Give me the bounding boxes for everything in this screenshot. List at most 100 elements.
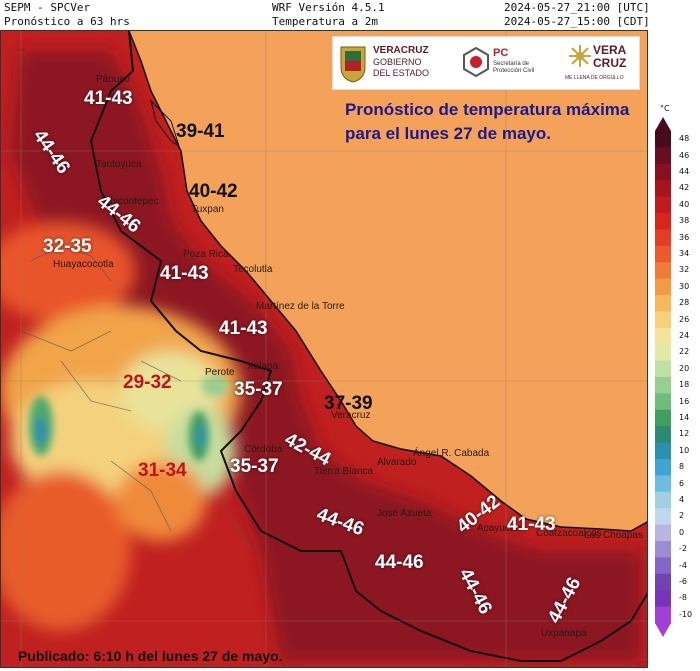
place-label: Acayucan [477,523,521,534]
temp-range-label: 41-43 [507,514,556,535]
colorbar-tick-label: -2 [679,544,687,554]
place-label: Tierra Blanca [314,466,374,477]
header-bar: SEPM - SPCVer Pronóstico a 63 hrs WRF Ve… [0,0,700,30]
colorbar-swatch [655,393,671,411]
colorbar-tick-label: -4 [679,560,687,570]
colorbar-tick-label: -10 [679,609,693,619]
colorbar-swatch [655,163,671,181]
colorbar-swatch [655,573,671,591]
temperature-map: Pánuco Tantoyuca Chicontepec Tuxpan Poza… [0,30,648,668]
vc-logo-tagline: ME LLENA DE ORGULLO [565,75,624,81]
place-label: Pánuco [96,74,130,85]
colorbar-swatch [655,409,671,427]
colorbar-unit: °C [660,104,670,113]
colorbar-tick-label: 44 [679,167,690,176]
colorbar-swatch [655,377,671,394]
state-boundary [89,31,647,662]
place-label: Tuxpan [191,204,224,215]
place-label: Alvarado [377,457,417,468]
temp-range-label: 31-34 [138,460,187,481]
veracruz-shield-icon [340,46,366,83]
place-label: Martínez de la Torre [256,301,345,312]
colorbar-tick-label: 30 [679,281,690,291]
colorbar-swatch [655,229,671,247]
place-label: Tantoyuca [96,159,142,170]
colorbar-tick-label: 0 [679,527,685,537]
colorbar-tick-label: -8 [679,593,687,603]
logos-panel: VERACRUZ GOBIERNO DEL ESTADO PC Secretar… [332,36,640,90]
header-forecast-hours: Pronóstico a 63 hrs [4,15,130,28]
colorbar-tick-label: 20 [679,363,690,373]
colorbar-tick-label: 26 [679,314,690,324]
place-label: Perote [205,367,235,378]
colorbar-swatch [655,590,671,608]
temp-range-label: 39-41 [176,121,225,142]
place-label: Uxpanapa [541,628,587,639]
temp-range-label: 32-35 [43,236,92,257]
colorbar-swatch [655,245,671,263]
colorbar-tick-label: 4 [679,495,685,504]
colorbar-swatch [655,131,671,148]
colorbar-tick-label: 14 [679,413,690,422]
colorbar-swatch [655,311,671,329]
vc-logo-line1: VERA [593,43,627,57]
colorbar-tick-label: 10 [679,445,690,455]
colorbar-tick-label: -6 [679,577,687,586]
temp-range-label: 29-32 [123,372,172,393]
colorbar-swatch [655,344,671,362]
colorbar-tick-label: 34 [679,249,690,258]
colorbar-swatch [655,475,671,493]
map-title: Pronóstico de temperatura máxima para el… [345,100,630,143]
header-cdt-time: 2024-05-27_15:00 [CDT] [504,15,650,28]
colorbar-tick-label: 16 [679,396,690,406]
colorbar-tick-label: 24 [679,331,690,340]
published-footer: Publicado: 6:10 h del lunes 27 de mayo. [18,648,283,664]
place-label: Poza Rica [183,249,229,260]
colorbar-swatch [655,180,671,198]
colorbar-swatch [655,295,671,312]
colorbar-swatch [655,524,671,542]
pc-logo-title: PC [493,47,509,59]
temp-range-label: 41-43 [219,318,268,339]
temp-range-label: 41-43 [160,263,209,284]
graticule [1,31,647,667]
colorbar-tick-label: 22 [679,347,690,357]
colorbar-tick-label: 28 [679,298,690,308]
pc-logo-line2: Protección Civil [493,68,535,74]
colorbar-tick-label: 8 [679,462,685,472]
colorbar-tick-label: 46 [679,150,690,160]
colorbar-swatch [655,426,671,444]
colorbar-swatch [655,278,671,296]
vc-logo-line2: CRUZ [593,56,627,70]
colorbar-swatch [655,147,671,165]
colorbar-tick-label: 36 [679,232,690,242]
colorbar-top-arrow [655,117,671,131]
colorbar-tick-label: 32 [679,265,690,275]
place-label: Xalapa [247,361,279,372]
header-model-version: WRF Versión 4.5.1 [272,1,385,14]
colorbar-swatch [655,360,671,378]
temperature-colorbar [655,117,671,637]
map-graphics [1,31,647,667]
place-label: Las Choapas [584,530,643,541]
colorbar-bottom-arrow [655,623,671,637]
temp-range-label: 37-39 [324,393,373,414]
municipal-lines [20,245,252,552]
place-label: Huayacocotla [53,259,114,270]
place-label: Ángel R. Cabada [413,448,490,459]
header-utc-time: 2024-05-27_21:00 [UTC] [504,1,650,14]
colorbar-swatch [655,459,671,476]
pc-logo-line1: Secretaría de [493,61,530,67]
colorbar-tick-label: 38 [679,216,690,226]
lagoon [150,99,180,148]
colorbar-tick-label: 42 [679,183,690,193]
colorbar-swatch [655,491,671,509]
temp-range-label: 40-42 [189,181,238,202]
place-label: Tecolutla [233,264,273,275]
colorbar-swatch [655,508,671,526]
place-label: Coatzacoalcos [536,528,602,539]
colorbar-swatch [655,196,671,214]
veracruz-logo-line3: DEL ESTADO [373,68,430,78]
colorbar-tick-label: 2 [679,511,685,521]
temp-range-label: 41-43 [84,88,133,109]
